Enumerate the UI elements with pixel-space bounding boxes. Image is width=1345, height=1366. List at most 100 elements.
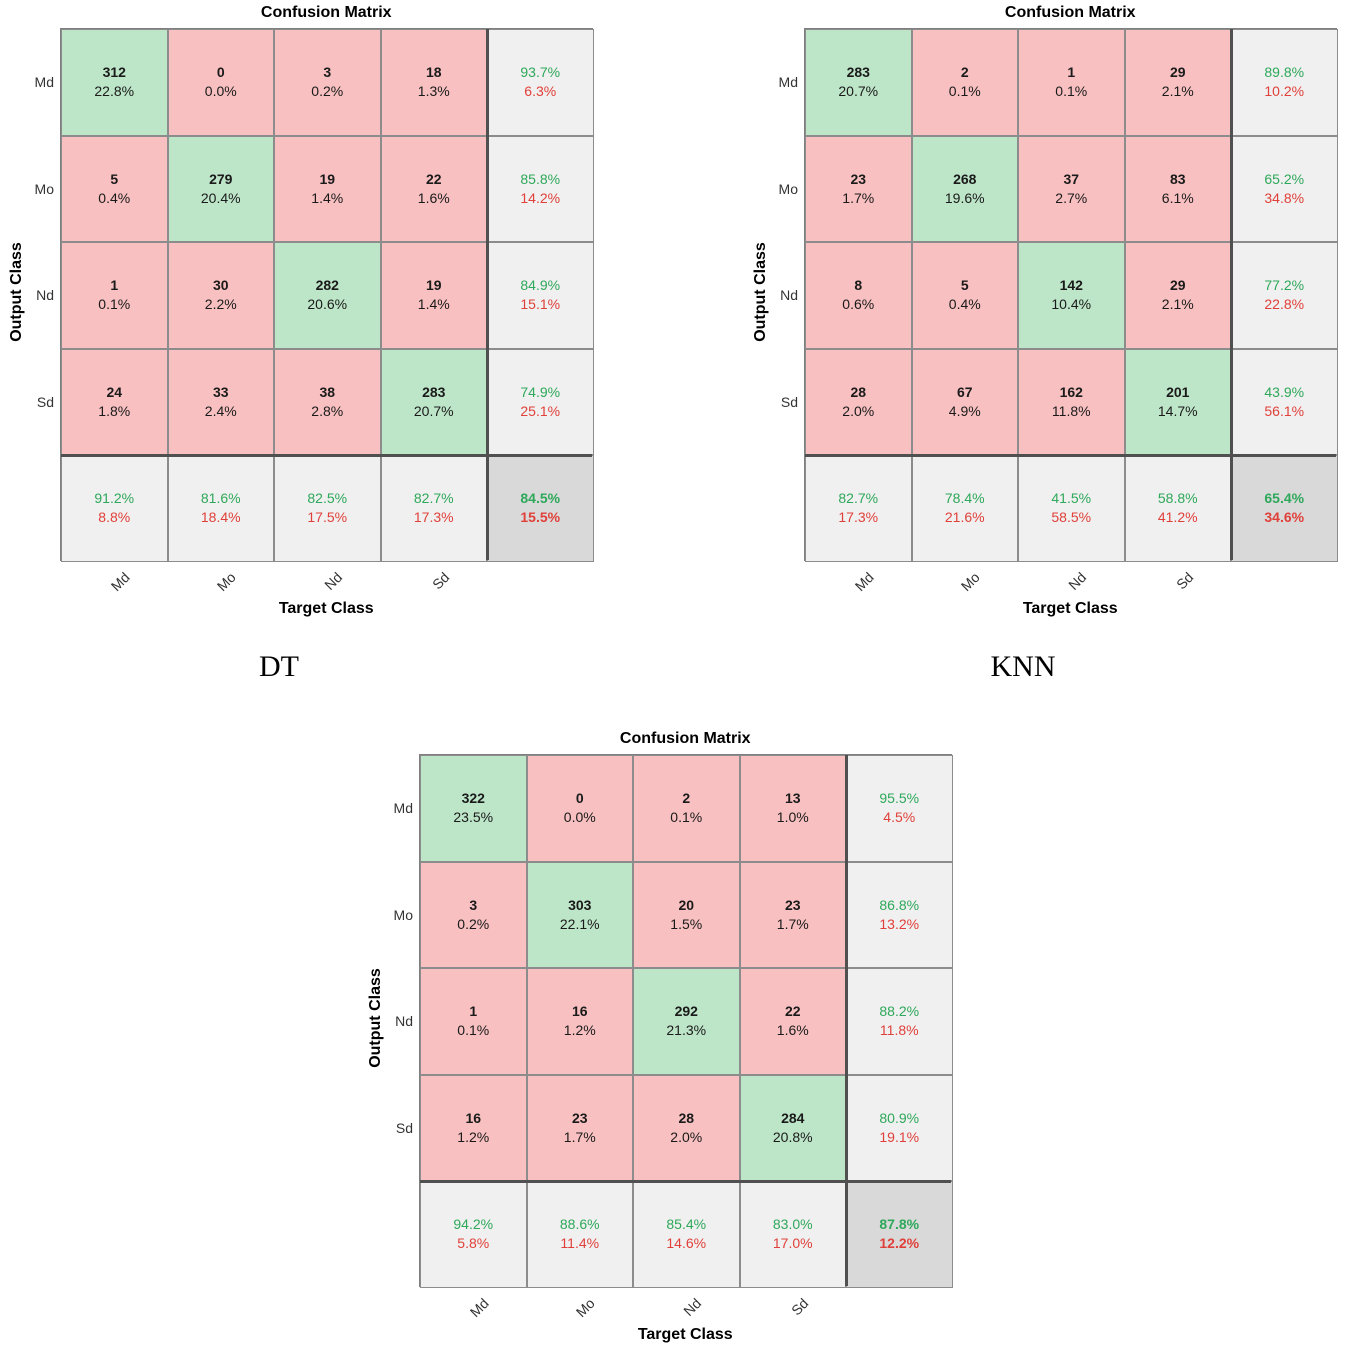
cell-count: 24 [106, 383, 123, 400]
column-summary-cell: 88.6% 11.4% [526, 1181, 633, 1288]
cell-count: 268 [953, 170, 977, 187]
overall-accuracy-cell: 65.4% 34.6% [1231, 455, 1338, 562]
recall-value: 88.6% [559, 1216, 600, 1233]
cell-count: 201 [1166, 383, 1190, 400]
summary-separator-horizontal [805, 453, 1336, 457]
cell-count: 22 [425, 170, 442, 187]
cell-count: 38 [319, 383, 336, 400]
row-class-label: Nd [780, 287, 798, 303]
cell-percent: 1.8% [98, 402, 131, 419]
x-axis-label: Target Class [1022, 600, 1118, 617]
matrix-cell: 2 0.1% [633, 755, 740, 862]
row-class-label: Mo [393, 906, 413, 923]
recall-value: 91.2% [94, 490, 135, 507]
precision-value: 95.5% [879, 790, 920, 807]
row-class-label: Sd [780, 393, 798, 410]
error-value: 19.1% [879, 1128, 920, 1145]
confusion-matrix-knn: Confusion Matrix Output Class Target Class… [744, 0, 1344, 640]
cell-percent: 1.6% [417, 189, 450, 206]
matrix-cell: 283 20.7% [380, 348, 487, 455]
error-value: 58.5% [1051, 509, 1092, 526]
recall-value: 58.8% [1157, 490, 1198, 507]
matrix-cell: 3 0.2% [420, 861, 527, 968]
cell-percent: 11.8% [1051, 402, 1091, 419]
column-summary-cell: 41.5% 58.5% [1018, 455, 1125, 562]
matrix-cell: 24 1.8% [61, 348, 168, 455]
row-summary-cell: 88.2% 11.8% [846, 968, 953, 1075]
error-value: 14.6% [666, 1235, 707, 1252]
row-summary-cell: 84.9% 15.1% [487, 242, 594, 349]
cell-count: 303 [568, 896, 592, 913]
cell-percent: 23.5% [453, 809, 494, 826]
overall-accuracy: 84.5% [520, 490, 561, 507]
cell-percent: 2.7% [1055, 189, 1088, 206]
column-summary-cell: 82.7% 17.3% [380, 455, 487, 562]
caption-knn: KNN [990, 650, 1056, 683]
cell-percent: 20.6% [307, 296, 348, 313]
row-class-label: Mo [778, 180, 798, 197]
cell-percent: 0.4% [98, 189, 131, 206]
recall-value: 94.2% [453, 1216, 494, 1233]
summary-separator-horizontal [420, 1179, 951, 1183]
cell-count: 23 [850, 170, 867, 187]
error-value: 34.8% [1264, 189, 1305, 206]
column-class-label: Sd [1172, 568, 1197, 592]
cell-percent: 19.6% [944, 189, 985, 206]
matrix-cell: 22 1.6% [380, 135, 487, 242]
cell-percent: 1.2% [563, 1022, 596, 1039]
precision-value: 43.9% [1264, 383, 1305, 400]
row-class-label: Nd [395, 1013, 413, 1029]
precision-value: 74.9% [520, 383, 561, 400]
cell-percent: 2.1% [1161, 83, 1194, 100]
cell-count: 162 [1059, 383, 1083, 400]
matrix-cell: 38 2.8% [274, 348, 381, 455]
cell-count: 1 [110, 277, 119, 294]
precision-value: 88.2% [879, 1003, 920, 1020]
x-axis-label: Target Class [278, 600, 374, 617]
row-class-label: Nd [36, 287, 54, 303]
matrix-cell: 142 10.4% [1018, 242, 1125, 349]
error-value: 10.2% [1264, 83, 1305, 100]
precision-value: 85.8% [520, 170, 561, 187]
cell-count: 283 [846, 64, 870, 81]
error-value: 6.3% [524, 83, 557, 100]
cell-percent: 2.1% [1161, 296, 1194, 313]
cell-count: 2 [682, 790, 691, 807]
cell-count: 3 [323, 64, 332, 81]
matrix-cell: 162 11.8% [1018, 348, 1125, 455]
cell-count: 67 [956, 383, 973, 400]
matrix-cell: 1 0.1% [1018, 29, 1125, 136]
row-summary-cell: 89.8% 10.2% [1231, 29, 1338, 136]
row-class-label: Sd [395, 1119, 413, 1136]
column-summary-cell: 82.7% 17.3% [805, 455, 912, 562]
error-value: 11.8% [879, 1022, 919, 1039]
cell-count: 19 [425, 277, 442, 294]
recall-value: 85.4% [666, 1216, 707, 1233]
row-summary-cell: 74.9% 25.1% [487, 348, 594, 455]
column-summary-cell: 78.4% 21.6% [911, 455, 1018, 562]
column-class-label: Md [107, 568, 133, 594]
column-summary-cell: 85.4% 14.6% [633, 1181, 740, 1288]
error-value: 17.3% [838, 509, 879, 526]
row-summary-cell: 86.8% 13.2% [846, 861, 953, 968]
confusion-matrix-third: Confusion Matrix Output Class Target Class… [359, 726, 959, 1366]
cell-percent: 1.7% [563, 1128, 596, 1145]
overall-accuracy: 87.8% [879, 1216, 920, 1233]
matrix-cell: 3 0.2% [274, 29, 381, 136]
caption-dt: DT [259, 650, 299, 683]
summary-separator-vertical [485, 29, 489, 560]
matrix-cell: 16 1.2% [526, 968, 633, 1075]
error-value: 15.1% [520, 296, 561, 313]
row-class-label: Md [778, 74, 798, 90]
row-summary-cell: 95.5% 4.5% [846, 755, 953, 862]
cell-percent: 1.4% [417, 296, 450, 313]
matrix-cell: 322 23.5% [420, 755, 527, 862]
cell-count: 83 [1169, 170, 1186, 187]
cell-count: 33 [212, 383, 229, 400]
cell-percent: 21.3% [666, 1022, 707, 1039]
overall-accuracy: 65.4% [1264, 490, 1305, 507]
precision-value: 77.2% [1264, 277, 1305, 294]
cell-count: 13 [784, 790, 801, 807]
summary-separator-vertical [844, 755, 848, 1286]
matrix-cell: 23 1.7% [805, 135, 912, 242]
